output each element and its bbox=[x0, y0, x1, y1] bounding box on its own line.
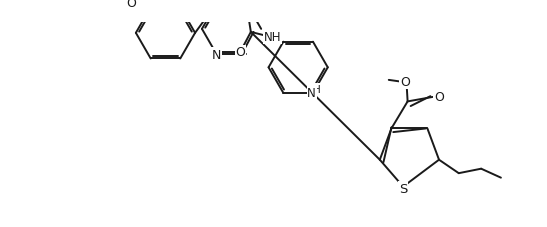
Text: O: O bbox=[126, 0, 136, 10]
Text: NH: NH bbox=[264, 31, 281, 44]
Text: H: H bbox=[313, 84, 321, 94]
Text: N: N bbox=[212, 49, 222, 62]
Text: N: N bbox=[307, 86, 316, 99]
Text: O: O bbox=[235, 46, 245, 59]
Text: O: O bbox=[434, 91, 444, 104]
Text: S: S bbox=[399, 182, 408, 195]
Text: O: O bbox=[400, 76, 410, 89]
